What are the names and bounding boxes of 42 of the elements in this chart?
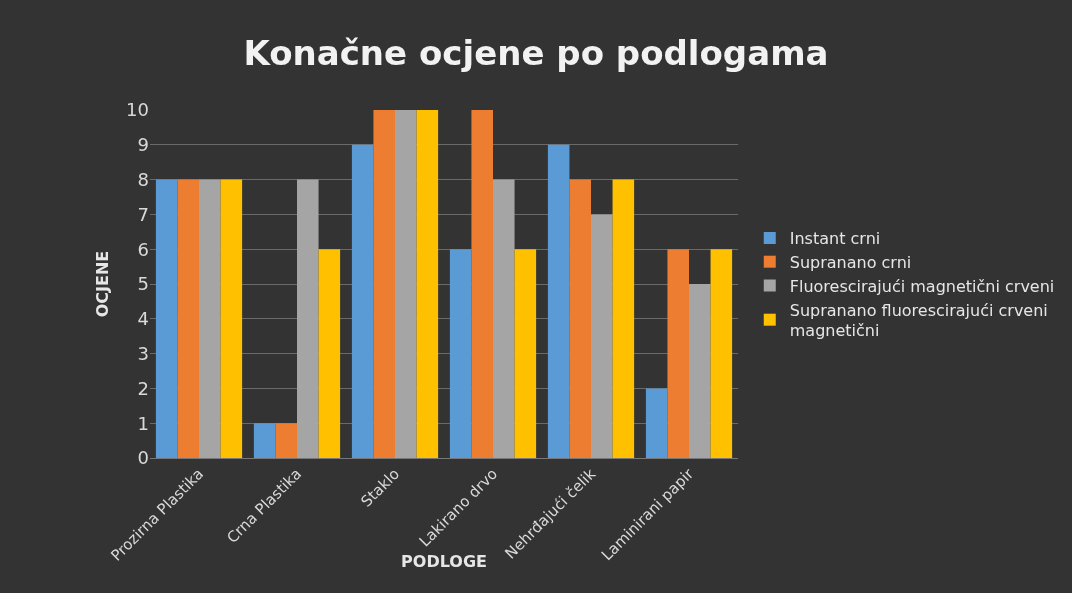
y-tick-label: 7 — [137, 203, 149, 225]
bar — [591, 214, 613, 458]
legend-label: Fluorescirajući magnetični crveni — [789, 276, 1055, 296]
bar — [177, 179, 199, 458]
legend-label: Supranano fluorescirajući crveni magnetični — [789, 300, 1048, 341]
y-axis-title: OCJENE — [93, 250, 112, 318]
y-tick-label: 10 — [126, 99, 149, 121]
bar — [253, 423, 276, 458]
y-tick-label: 1 — [137, 412, 149, 434]
y-tick-label: 3 — [137, 342, 149, 364]
bar — [318, 249, 341, 458]
y-tick-label: 9 — [137, 134, 149, 156]
y-tick-label: 8 — [137, 168, 149, 190]
x-axis-title: PODLOGE — [401, 552, 487, 572]
bar — [373, 110, 395, 458]
bar — [710, 249, 733, 458]
bar — [351, 144, 374, 458]
bar — [395, 110, 417, 458]
bar — [569, 179, 591, 458]
legend-label: Instant crni — [789, 229, 881, 249]
bar — [667, 249, 689, 458]
bar — [471, 110, 493, 458]
bar — [547, 144, 570, 458]
y-tick-label: 2 — [137, 377, 149, 399]
bar — [416, 110, 439, 458]
bar — [493, 179, 515, 458]
bar — [689, 284, 711, 458]
chart-title: Konačne ocjene po podlogama — [243, 33, 829, 74]
bar — [645, 388, 668, 458]
bar — [612, 179, 635, 458]
bar — [297, 179, 319, 458]
bar — [449, 249, 472, 458]
bar — [155, 179, 178, 458]
y-tick-label: 5 — [137, 273, 149, 295]
y-tick-label: 6 — [137, 238, 149, 260]
bar — [220, 179, 243, 458]
y-tick-label: 4 — [137, 308, 149, 330]
bar — [275, 423, 297, 458]
legend-label: Supranano crni — [789, 252, 912, 272]
y-tick-label: 0 — [137, 447, 149, 469]
bar — [514, 249, 537, 458]
bar — [199, 179, 221, 458]
